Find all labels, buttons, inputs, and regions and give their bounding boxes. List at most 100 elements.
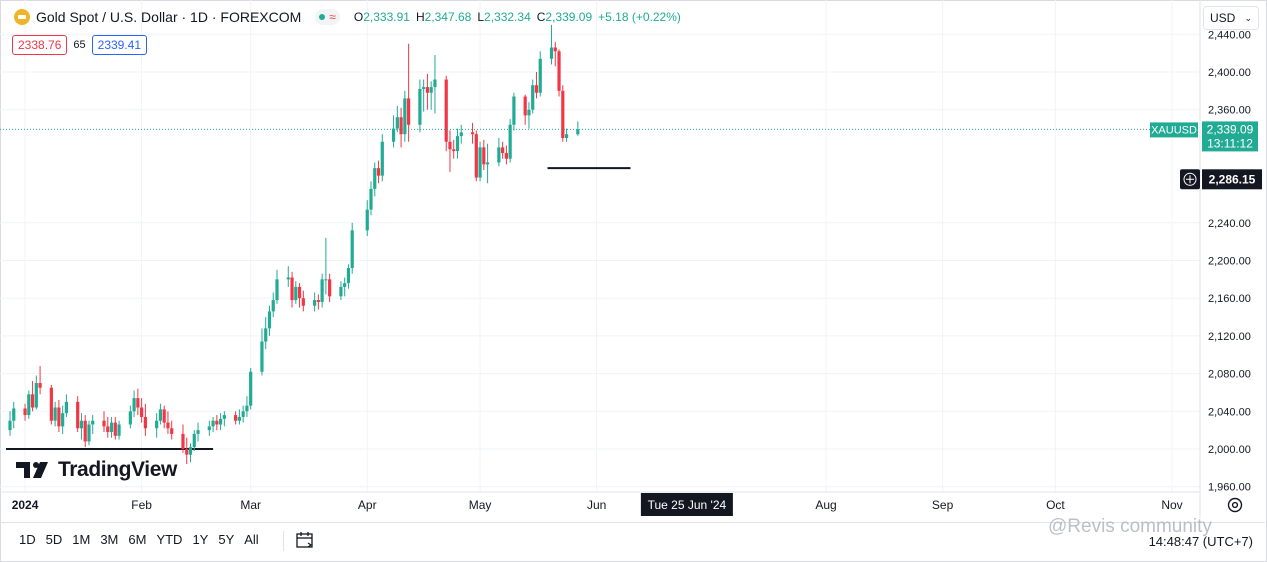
timeframe-button[interactable]: All — [244, 532, 259, 547]
candle-body — [211, 420, 215, 427]
candle — [132, 390, 136, 417]
candle — [264, 317, 268, 350]
candle-body — [192, 433, 196, 448]
candle — [192, 430, 196, 451]
close-key: C — [536, 10, 546, 24]
candle-body — [313, 300, 317, 306]
candle — [275, 269, 279, 304]
candle-body — [76, 401, 80, 429]
symbol-title[interactable]: Gold Spot / U.S. Dollar · 1D · FOREXCOM — [36, 9, 302, 25]
candle-body — [328, 279, 332, 297]
candle-body — [91, 420, 95, 425]
candle-body — [245, 405, 249, 412]
timeframe-button[interactable]: 1D — [19, 532, 36, 547]
candle-body — [12, 408, 16, 421]
candle — [23, 403, 27, 421]
candle-body — [527, 109, 531, 116]
candle-body — [376, 168, 381, 176]
candle — [64, 394, 69, 417]
bid-button[interactable]: 2338.76 — [12, 35, 68, 55]
candle-body — [459, 132, 463, 137]
candle-body — [553, 47, 557, 52]
candle — [470, 122, 475, 144]
candle-body — [8, 420, 12, 431]
candle — [328, 273, 332, 302]
candle-body — [271, 300, 275, 312]
timeframe-buttons: 1D 5D 1M 3M 6M YTD 1Y 5Y All — [14, 532, 264, 547]
candle-body — [136, 398, 140, 408]
time-axis[interactable]: 2024 Feb Mar Apr May Jun Aug Sep Oct Nov — [12, 498, 1183, 512]
candle-body — [478, 147, 482, 178]
timeframe-button[interactable]: 5Y — [218, 532, 235, 547]
candle — [553, 41, 557, 67]
candle — [162, 405, 166, 429]
candle-body — [117, 424, 121, 436]
candle — [380, 134, 384, 182]
candle-body — [155, 420, 159, 429]
candle-body — [407, 98, 411, 125]
horizontal-lines — [6, 167, 631, 450]
candle — [478, 141, 482, 182]
ohlc-values: O2,333.91 H2,347.68 L2,332.34 C2,339.09 … — [354, 10, 681, 24]
candle — [339, 281, 343, 301]
toolbar-separator — [283, 531, 284, 551]
x-tick-label: May — [469, 498, 492, 512]
currency-label: USD — [1210, 11, 1236, 25]
timeframe-button[interactable]: 5D — [45, 532, 63, 547]
plus-icon[interactable] — [1183, 172, 1197, 186]
candle — [557, 49, 561, 97]
timeframe-button[interactable]: YTD — [156, 532, 183, 547]
x-tick-label: Sep — [932, 498, 954, 512]
clock-timezone[interactable]: 14:48:47 (UTC+7) — [1148, 534, 1253, 549]
timeframe-button[interactable]: 3M — [100, 532, 119, 547]
y-tick-label: 2,000.00 — [1208, 444, 1251, 456]
candle-body — [23, 408, 27, 416]
currency-selector[interactable]: USD ⌄ — [1203, 6, 1259, 30]
last-price-symbol: XAUUSD — [1151, 124, 1197, 136]
tradingview-logo-text: TradingView — [58, 458, 177, 481]
candle-body — [188, 447, 193, 455]
tradingview-logo[interactable]: TradingView — [16, 458, 177, 482]
candle — [106, 416, 110, 438]
candle-body — [143, 416, 147, 429]
y-tick-label: 2,400.00 — [1208, 67, 1251, 79]
timeframe-button[interactable]: 6M — [128, 532, 147, 547]
symbol-legend[interactable]: Gold Spot / U.S. Dollar · 1D · FOREXCOM … — [14, 9, 681, 25]
market-status-pill[interactable]: ≈ — [315, 9, 340, 25]
candle — [215, 415, 219, 431]
candle — [504, 145, 508, 165]
candle-body — [391, 128, 396, 142]
last-price-symbol-bg — [1150, 122, 1198, 138]
candle-body — [482, 147, 486, 165]
candle — [429, 81, 433, 110]
spread-value: 65 — [73, 39, 86, 51]
candle — [452, 139, 456, 159]
candle — [290, 271, 294, 308]
price-axis[interactable]: 1,960.00 2,000.00 2,040.00 2,080.00 2,120.00… — [1208, 29, 1251, 493]
candle-body — [561, 90, 565, 138]
candle-body — [452, 149, 456, 152]
candle — [459, 124, 463, 144]
candle — [444, 75, 448, 152]
timeframe-button[interactable]: 1M — [72, 532, 91, 547]
candle-body — [380, 141, 384, 176]
crosshair-price-marker[interactable]: 2,286.15 — [1180, 169, 1262, 190]
candle — [267, 305, 272, 336]
candle-body — [49, 387, 53, 421]
candle — [158, 403, 163, 425]
candle — [234, 411, 238, 425]
candle-body — [166, 422, 170, 429]
candle — [561, 85, 565, 142]
y-tick-label: 2,080.00 — [1208, 369, 1251, 381]
ask-button[interactable]: 2339.41 — [91, 35, 148, 55]
candle — [12, 401, 16, 429]
candle — [523, 94, 527, 125]
candle — [83, 415, 87, 448]
candle-body — [290, 277, 294, 301]
timeframe-button[interactable]: 1Y — [192, 532, 209, 547]
candle-body — [508, 124, 512, 159]
calendar-goto-icon[interactable] — [294, 529, 316, 551]
x-tick-label: Oct — [1046, 498, 1065, 512]
settings-gear-icon[interactable] — [1226, 496, 1244, 514]
